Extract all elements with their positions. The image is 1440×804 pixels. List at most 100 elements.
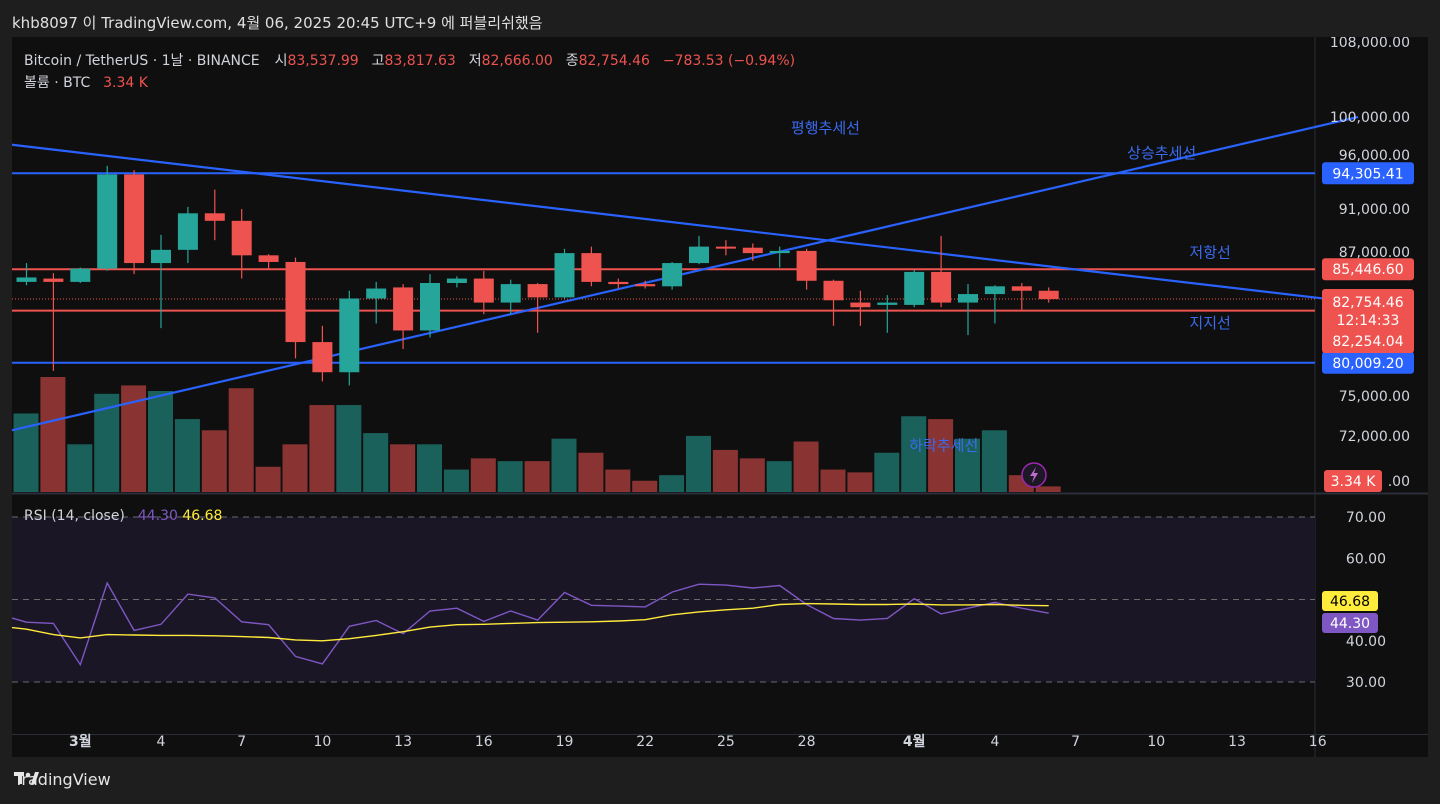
- candle-body: [231, 220, 252, 256]
- candle-body: [608, 281, 629, 285]
- countdown-label: 12:14:33: [1337, 313, 1400, 329]
- candle-body: [689, 246, 709, 264]
- candle-body: [393, 287, 414, 331]
- volume-bar: [228, 388, 254, 492]
- time-tick-label: 4: [990, 734, 999, 750]
- candle-body: [177, 213, 198, 250]
- rsi-badge-bg: [1322, 613, 1378, 633]
- volume-bar: [847, 472, 873, 492]
- candle-body: [1011, 286, 1032, 291]
- price-badge-bg: [1322, 162, 1414, 185]
- candle-body: [151, 249, 171, 264]
- rsi-badge-label: 44.30: [1330, 616, 1370, 632]
- price-tick-label: 72,000.00: [1339, 429, 1410, 445]
- footer: TradingView: [0, 757, 1440, 804]
- candle-body: [43, 278, 64, 282]
- trendline-rising: [12, 115, 1359, 432]
- change-value: −783.53 (−0.94%): [662, 53, 796, 69]
- volume-label[interactable]: 볼륨 · BTC: [24, 75, 91, 91]
- candle-body: [581, 253, 602, 282]
- time-tick-label: 13: [1228, 734, 1246, 750]
- candle-body: [446, 278, 467, 283]
- time-tick-label: 7: [237, 734, 246, 750]
- price-tick-label: 96,000.00: [1339, 148, 1410, 164]
- price-badge: 85,446.60: [1332, 262, 1403, 278]
- candle-body: [339, 298, 360, 373]
- volume-bar: [255, 466, 281, 492]
- time-tick-label: 10: [1147, 734, 1165, 750]
- high-value: 83,817.63: [384, 53, 456, 69]
- volume-bar: [390, 444, 416, 492]
- open-value: 83,537.99: [287, 53, 359, 69]
- volume-bar: [820, 469, 846, 492]
- rsi-tick-label: 30.00: [1346, 675, 1386, 691]
- rsi-value: 44.30: [137, 508, 178, 524]
- time-tick-label: 4월: [903, 733, 926, 750]
- candle-body: [823, 280, 844, 301]
- price-tick-label: 87,000.00: [1339, 245, 1410, 261]
- candle-body: [554, 253, 575, 298]
- candle-body: [473, 278, 494, 303]
- rsi-tick-label: 40.00: [1346, 634, 1386, 650]
- rsi-label[interactable]: RSI (14, close): [24, 508, 125, 524]
- annotation-label: 하락추세선: [909, 437, 978, 455]
- publish-header: khb8097 이 TradingView.com, 4월 06, 2025 2…: [0, 0, 1440, 40]
- rsi-legend: RSI (14, close) 44.30 46.68: [24, 508, 222, 524]
- volume-badge-bg: [1324, 470, 1382, 492]
- rsi-line: [12, 581, 1049, 667]
- price-tick-label: .00: [1388, 474, 1410, 490]
- annotation-label: 저항선: [1189, 244, 1230, 262]
- volume-bar: [470, 458, 496, 492]
- volume-bar: [659, 475, 685, 492]
- candle-body: [931, 271, 952, 303]
- open-label: 시: [274, 53, 288, 69]
- time-tick-label: 16: [1309, 734, 1327, 750]
- volume-bar: [309, 405, 335, 492]
- volume-bar: [1035, 486, 1061, 492]
- close-label: 종: [565, 53, 579, 69]
- volume-bar: [981, 430, 1007, 492]
- volume-bar: [686, 435, 711, 492]
- candle-body: [742, 247, 763, 254]
- volume-bar: [443, 469, 469, 492]
- candle-body: [635, 284, 656, 287]
- volume-bar: [417, 444, 442, 492]
- price-badge: 80,009.20: [1332, 356, 1403, 372]
- volume-bar: [793, 441, 819, 492]
- candle-body: [420, 282, 440, 331]
- annotation-label: 평행추세선: [791, 119, 860, 137]
- rsi-ma-line: [12, 602, 1049, 642]
- volume-value: 3.34 K: [103, 75, 148, 91]
- volume-bar: [524, 461, 550, 492]
- trendline-falling: [12, 143, 1359, 304]
- candle-body: [16, 277, 37, 282]
- chart-area[interactable]: 평행추세선 상승추세선 저항선 지지선 하락추세선 108,000.00 100,000.0…: [12, 37, 1428, 757]
- time-tick-label: 7: [1071, 734, 1080, 750]
- volume-bar: [174, 419, 200, 492]
- time-tick-label: 10: [313, 734, 331, 750]
- time-tick-label: 4: [157, 734, 166, 750]
- rsi-tick-label: 70.00: [1346, 510, 1386, 526]
- brand-name: TradingView: [14, 770, 111, 789]
- candle-body: [904, 271, 925, 305]
- candle-body: [124, 174, 145, 264]
- price-tick-label: 75,000.00: [1339, 389, 1410, 405]
- lightning-alert-icon[interactable]: [1021, 462, 1047, 488]
- candle-body: [984, 286, 1005, 295]
- candle-body: [258, 255, 279, 262]
- volume-bar: [955, 438, 980, 492]
- time-tick-label: 28: [798, 734, 816, 750]
- price-tick-label: 108,000.00: [1330, 37, 1410, 51]
- candle-body: [204, 213, 225, 221]
- symbol-title[interactable]: Bitcoin / TetherUS · 1날 · BINANCE: [24, 53, 260, 69]
- candle-body: [285, 261, 306, 343]
- last-price-block-bg: [1322, 289, 1414, 353]
- volume-bar: [40, 377, 66, 492]
- candle-body: [715, 246, 736, 249]
- brand[interactable]: TradingView: [14, 770, 111, 789]
- volume-bar: [67, 444, 93, 492]
- candle-body: [958, 294, 978, 303]
- volume-bar: [901, 416, 927, 492]
- price-badge: 82,254.04: [1332, 334, 1403, 350]
